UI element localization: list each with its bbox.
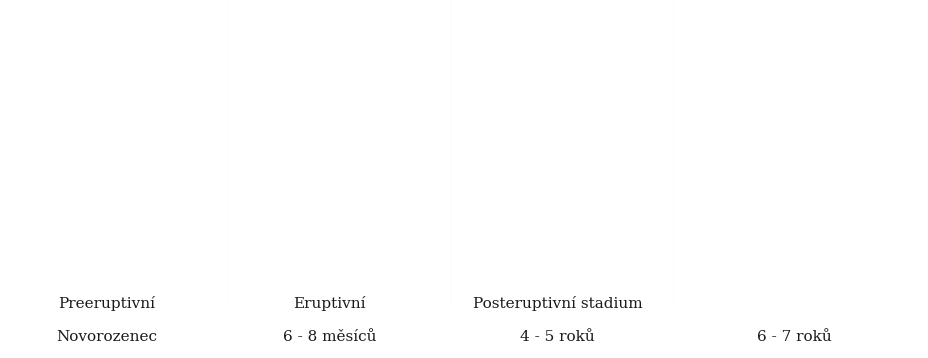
Text: Novorozenec: Novorozenec: [57, 330, 157, 344]
Text: Posteruptivní stadium: Posteruptivní stadium: [472, 296, 641, 311]
Text: 4 - 5 roků: 4 - 5 roků: [520, 330, 594, 344]
Text: 6 - 7 roků: 6 - 7 roků: [756, 330, 831, 344]
Text: Preeruptivní: Preeruptivní: [58, 296, 155, 311]
Text: Eruptivní: Eruptivní: [293, 296, 366, 311]
Text: 6 - 8 měsíců: 6 - 8 měsíců: [283, 330, 376, 344]
